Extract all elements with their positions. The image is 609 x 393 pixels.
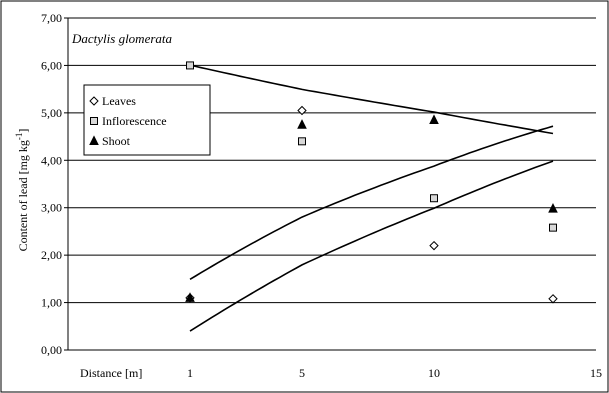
y-tick-label: 2,00 xyxy=(41,248,62,262)
x-axis-title: Distance [m] xyxy=(80,366,142,380)
point-leaves xyxy=(297,105,307,116)
y-axis-title-sup: -1 xyxy=(14,133,24,141)
legend-marker-shoot xyxy=(89,135,99,145)
point-shoot xyxy=(185,292,195,302)
y-axis-title-tail: ] xyxy=(16,129,30,133)
data-points xyxy=(185,61,558,304)
point-inflorescence xyxy=(298,137,306,146)
trendline-leaves xyxy=(189,125,554,280)
legend-label-shoot: Shoot xyxy=(102,134,131,148)
y-axis-title: Content of lead [mg kg-1] xyxy=(14,129,30,252)
legend-box xyxy=(83,84,211,156)
x-tick-label: 1 xyxy=(187,366,193,380)
point-inflorescence xyxy=(549,223,557,232)
x-tick-label: 10 xyxy=(428,366,440,380)
point-shoot xyxy=(429,114,439,124)
y-axis-title-main: Content of lead [mg kg xyxy=(16,140,30,251)
y-tick-label: 5,00 xyxy=(41,106,62,120)
legend-label-inflorescence: Inflorescence xyxy=(102,114,167,128)
trendline-inflorescence xyxy=(189,64,554,135)
legend-marker-inflorescence xyxy=(90,117,98,125)
point-shoot xyxy=(548,203,558,213)
trendlines xyxy=(189,64,554,332)
y-tick-label: 4,00 xyxy=(41,153,62,167)
legend-label-leaves: Leaves xyxy=(102,94,136,108)
point-inflorescence xyxy=(430,194,438,203)
x-tick-label: 5 xyxy=(299,366,305,380)
x-tick-label: 15 xyxy=(590,366,602,380)
y-tick-label: 7,00 xyxy=(41,11,62,25)
y-tick-label: 1,00 xyxy=(41,296,62,310)
tick-labels: 0,001,002,003,004,005,006,007,001 5 10 15 xyxy=(41,11,602,380)
trendline-shoot xyxy=(189,160,554,332)
legend-items: Leaves Inflorescence Shoot xyxy=(89,94,167,148)
legend: Leaves Inflorescence Shoot xyxy=(83,84,211,156)
axes xyxy=(64,17,596,351)
legend-marker-leaves xyxy=(89,96,99,106)
y-tick-label: 0,00 xyxy=(41,343,62,357)
y-tick-label: 6,00 xyxy=(41,58,62,72)
y-tick-label: 3,00 xyxy=(41,201,62,215)
point-leaves xyxy=(548,294,558,304)
point-inflorescence xyxy=(186,61,194,70)
point-leaves xyxy=(429,240,439,251)
annotation-species: Dactylis glomerata xyxy=(71,31,173,46)
point-shoot xyxy=(297,119,307,129)
